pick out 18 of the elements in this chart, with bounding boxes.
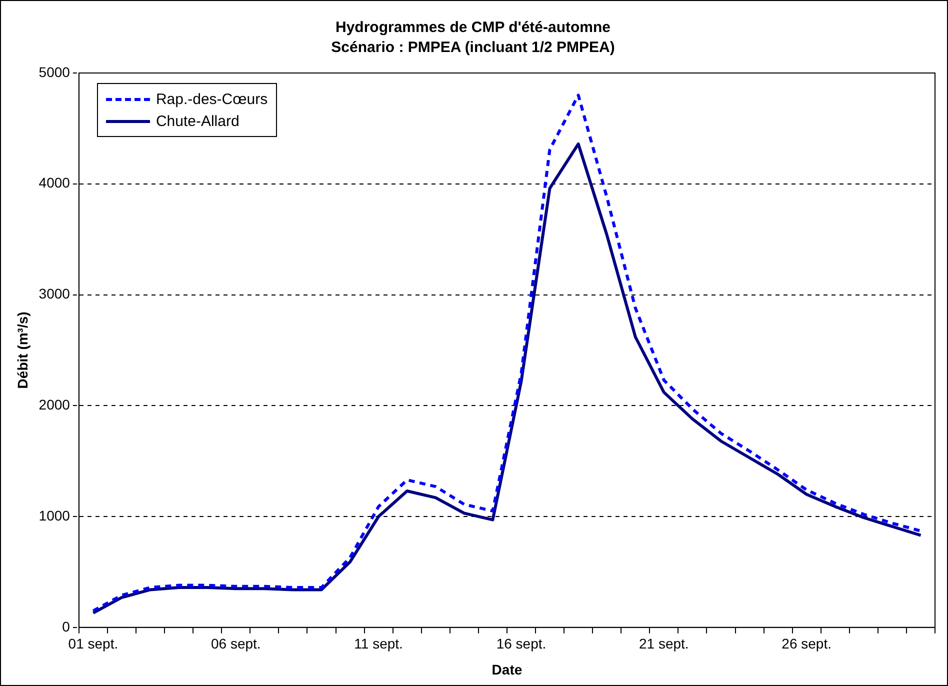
- x-tick-label: 01 sept.: [68, 636, 118, 652]
- x-tick-label: 26 sept.: [782, 636, 832, 652]
- y-tick-label: 3000: [38, 286, 70, 302]
- y-tick-label: 0: [62, 618, 70, 634]
- x-tick-label: 21 sept.: [639, 636, 689, 652]
- legend-label: Chute-Allard: [156, 112, 240, 130]
- y-tick-label: 1000: [38, 507, 70, 524]
- legend-label: Rap.-des-Cœurs: [156, 90, 268, 108]
- x-tick-label: 16 sept.: [496, 636, 546, 652]
- chart-title: Hydrogrammes de CMP d'été-automne: [335, 19, 611, 36]
- y-axis-title: Débit (m³/s): [14, 312, 30, 389]
- y-tick-label: 2000: [38, 396, 70, 412]
- y-tick-label: 5000: [38, 64, 70, 80]
- x-tick-label: 06 sept.: [210, 636, 261, 652]
- y-tick-label: 4000: [38, 174, 70, 191]
- chart-subtitle: Scénario : PMPEA (incluant 1/2 PMPEA): [331, 39, 615, 56]
- x-tick-label: 11 sept.: [354, 636, 403, 652]
- x-axis-title: Date: [492, 661, 522, 678]
